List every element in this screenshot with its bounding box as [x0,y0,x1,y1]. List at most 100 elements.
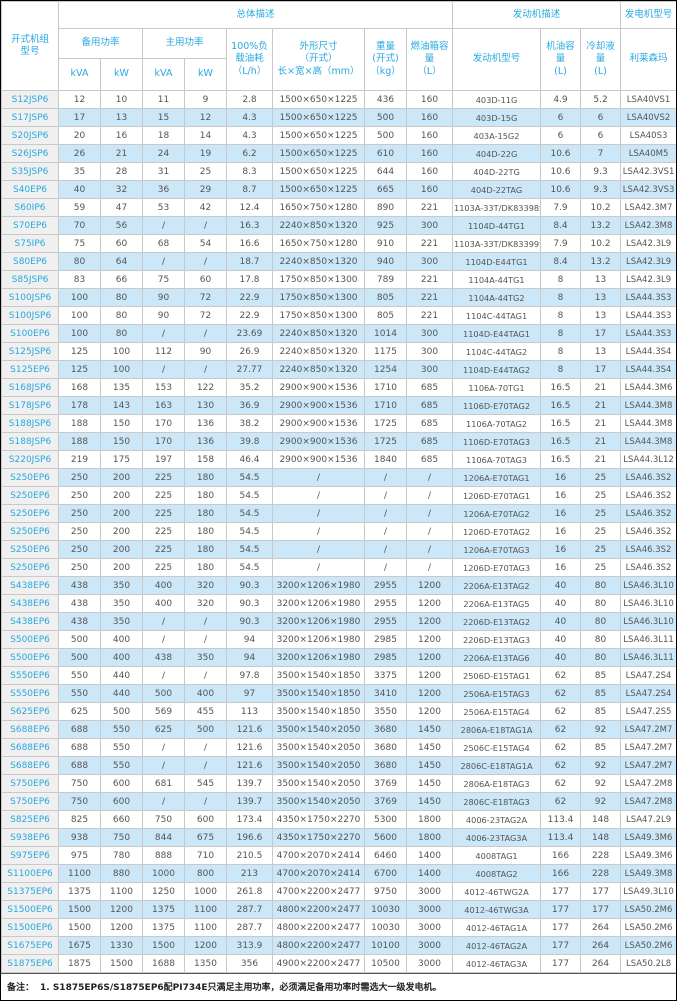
model-cell[interactable]: S250EP6 [1,540,59,559]
model-cell[interactable]: S85JSP6 [1,270,59,289]
model-cell[interactable]: S26JSP6 [1,144,59,163]
model-cell[interactable]: S625EP6 [1,702,59,721]
fuel-consumption-cell: 8.3 [226,162,273,181]
dimensions-cell: 4900×2200×2477 [272,954,365,973]
model-cell[interactable]: S938EP6 [1,828,59,847]
model-cell[interactable]: S825EP6 [1,810,59,829]
model-cell[interactable]: S20JSP6 [1,126,59,145]
oil-capacity-cell: 166 [540,846,582,865]
model-cell[interactable]: S168JSP6 [1,378,59,397]
prime-kva-cell: 1688 [142,954,185,973]
model-cell[interactable]: S750EP6 [1,792,59,811]
model-cell[interactable]: S250EP6 [1,522,59,541]
model-cell[interactable]: S438EP6 [1,576,59,595]
fuel-consumption-cell: 139.7 [226,792,273,811]
model-cell[interactable]: S688EP6 [1,720,59,739]
model-cell[interactable]: S500EP6 [1,630,59,649]
dimensions-cell: 4350×1750×2270 [272,810,365,829]
coolant-capacity-cell: 85 [580,738,622,757]
model-cell[interactable]: S188JSP6 [1,414,59,433]
weight-cell: 644 [364,162,407,181]
model-cell[interactable]: S500EP6 [1,648,59,667]
dimensions-cell: 3500×1540×2050 [272,756,365,775]
model-cell[interactable]: S100JSP6 [1,306,59,325]
weight-cell: 1175 [364,342,407,361]
standby-kva-cell: 219 [58,450,101,469]
model-cell[interactable]: S688EP6 [1,756,59,775]
model-cell[interactable]: S438EP6 [1,594,59,613]
model-cell[interactable]: S250EP6 [1,558,59,577]
model-cell[interactable]: S1500EP6 [1,900,59,919]
prime-kva-cell: 225 [142,486,185,505]
weight-cell: 10500 [364,954,407,973]
model-cell[interactable]: S12JSP6 [1,90,59,109]
dimensions-cell: 4700×2070×2414 [272,864,365,883]
prime-kw-cell: / [184,756,227,775]
oil-capacity-cell: 8 [540,288,582,307]
model-cell[interactable]: S188JSP6 [1,432,59,451]
oil-capacity-cell: 8.4 [540,216,582,235]
standby-kva-cell: 975 [58,846,101,865]
model-cell[interactable]: S100EP6 [1,324,59,343]
model-cell[interactable]: S1500EP6 [1,918,59,937]
standby-kw-cell: 440 [100,684,143,703]
model-cell[interactable]: S250EP6 [1,486,59,505]
model-cell[interactable]: S178JSP6 [1,396,59,415]
model-cell[interactable]: S550EP6 [1,684,59,703]
dimensions-cell: / [272,522,365,541]
oil-capacity-cell: 16.5 [540,414,582,433]
coolant-capacity-cell: 21 [580,378,622,397]
oil-capacity-cell: 6 [540,126,582,145]
oil-capacity-cell: 7.9 [540,198,582,217]
engine-model-cell: 4012-46TWG3A [452,900,542,919]
standby-kva-cell: 250 [58,468,101,487]
generator-model-cell: LSA44.3S3 [620,306,676,325]
model-cell[interactable]: S1675EP6 [1,936,59,955]
weight-cell: / [364,486,407,505]
model-cell[interactable]: S60IP6 [1,198,59,217]
engine-model-cell: 2506D-E15TAG1 [452,666,542,685]
table-row: S438EP6 438 350//90.3 3200×1206×1980 2955 120… [1,612,676,631]
model-cell[interactable]: S80EP6 [1,252,59,271]
model-cell[interactable]: S35JSP6 [1,162,59,181]
model-cell[interactable]: S220JSP6 [1,450,59,469]
weight-cell: 1254 [364,360,407,379]
table-row: S20JSP6 20 16 18 14 4.3 1500×650×1225 500 160 403… [1,126,676,145]
fuel-consumption-cell: 313.9 [226,936,273,955]
standby-kw-cell: 200 [100,504,143,523]
model-cell[interactable]: S75IP6 [1,234,59,253]
model-cell[interactable]: S688EP6 [1,738,59,757]
model-cell[interactable]: S100JSP6 [1,288,59,307]
model-cell[interactable]: S125EP6 [1,360,59,379]
weight-cell: 3769 [364,792,407,811]
model-cell[interactable]: S1875EP6 [1,954,59,973]
model-cell[interactable]: S250EP6 [1,468,59,487]
model-cell[interactable]: S17JSP6 [1,108,59,127]
model-cell[interactable]: S1100EP6 [1,864,59,883]
model-cell[interactable]: S250EP6 [1,504,59,523]
dimensions-cell: 1750×850×1300 [272,306,365,325]
fuel-consumption-cell: 97 [226,684,273,703]
generator-model-cell: LSA50.2M6 [620,900,676,919]
standby-kw-cell: 1500 [100,954,143,973]
coolant-capacity-cell: 13.2 [580,252,622,271]
model-cell[interactable]: S1375EP6 [1,882,59,901]
fuel-tank-cell: 3000 [405,900,454,919]
weight-cell: / [364,468,407,487]
model-cell[interactable]: S70EP6 [1,216,59,235]
standby-kw-cell: 13 [100,108,143,127]
generator-model-cell: LSA40M5 [620,144,676,163]
fuel-consumption-cell: 22.9 [226,288,273,307]
model-cell[interactable]: S750EP6 [1,774,59,793]
model-cell[interactable]: S125JSP6 [1,342,59,361]
generator-model-cell: LSA44.3M8 [620,396,676,415]
model-cell[interactable]: S975EP6 [1,846,59,865]
fuel-consumption-cell: 8.7 [226,180,273,199]
prime-kw-cell: / [184,630,227,649]
prime-kw-cell: / [184,252,227,271]
model-cell[interactable]: S40EP6 [1,180,59,199]
model-cell[interactable]: S550EP6 [1,666,59,685]
standby-kw-cell: 1200 [100,918,143,937]
model-cell[interactable]: S438EP6 [1,612,59,631]
dimensions-cell: / [272,504,365,523]
